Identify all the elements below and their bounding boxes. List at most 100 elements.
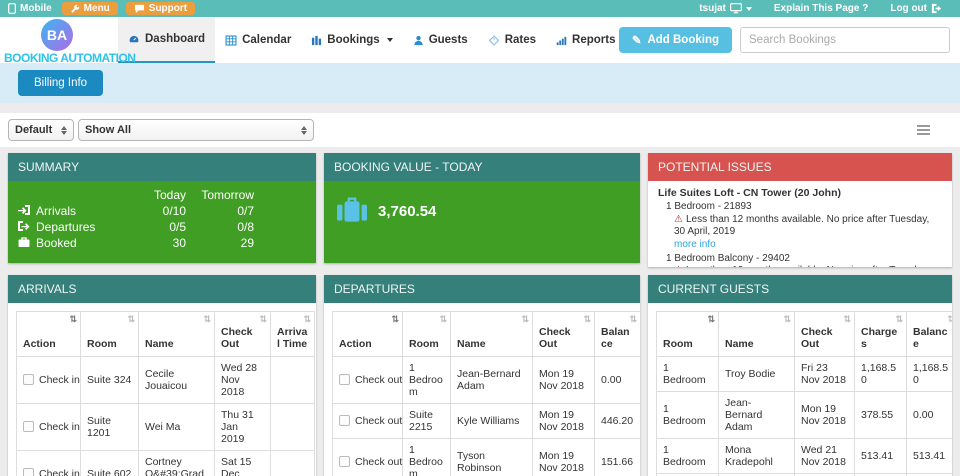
departures-title: DEPARTURES bbox=[324, 275, 640, 303]
col-check-out: Check Out ⇅ bbox=[794, 311, 855, 357]
select-arrows-icon bbox=[61, 125, 67, 135]
check-in-checkbox[interactable] bbox=[23, 468, 34, 476]
username: tsujat bbox=[699, 3, 726, 14]
table-row: Check out Suite 2215 Kyle Williams Mon 1… bbox=[332, 403, 640, 439]
rates-icon bbox=[488, 34, 499, 46]
arrivals-panel: ARRIVALS Action ⇅ Room ⇅ Name ⇅ Check Out ⇅ … bbox=[8, 275, 316, 476]
summary-row-departures: Departures 0/5 0/8 bbox=[18, 219, 254, 235]
sort-icon[interactable]: ⇅ bbox=[439, 314, 447, 324]
col-room: Room ⇅ bbox=[656, 311, 719, 357]
check-out-checkbox[interactable] bbox=[339, 415, 350, 426]
issue-warning-text: Less than 12 months available. No price … bbox=[674, 265, 929, 267]
current-guests-panel: CURRENT GUESTS Room ⇅ Name ⇅ Check Out ⇅ Ch… bbox=[648, 275, 952, 476]
guests-icon bbox=[413, 35, 423, 45]
phone-icon bbox=[8, 3, 16, 14]
summary-row-booked: Booked 30 29 bbox=[18, 235, 254, 251]
sign-in-icon bbox=[18, 205, 30, 215]
sort-icon[interactable]: ⇅ bbox=[843, 314, 851, 324]
col-check-out: Check Out ⇅ bbox=[214, 311, 271, 357]
sort-icon[interactable]: ⇅ bbox=[521, 314, 529, 324]
col-room: Room ⇅ bbox=[402, 311, 451, 357]
add-booking-button[interactable]: ✎ Add Booking bbox=[618, 27, 732, 53]
col-arrival-time: Arrival Time ⇅ bbox=[270, 311, 315, 357]
tab-bookings[interactable]: Bookings bbox=[301, 17, 402, 63]
search-bookings-input[interactable] bbox=[740, 27, 950, 53]
booking-value-title: BOOKING VALUE - TODAY bbox=[324, 153, 640, 181]
select-arrows-icon bbox=[301, 125, 307, 135]
issue-room: 1 Bedroom Balcony - 29402 bbox=[666, 252, 790, 264]
table-row: Check in Suite 602 Cortney O&#39;Grady S… bbox=[16, 450, 315, 476]
preset-select[interactable]: Default bbox=[8, 119, 74, 141]
logout-link[interactable]: Log out bbox=[890, 3, 942, 14]
issue-warning-text: Less than 12 months available. No price … bbox=[674, 214, 930, 237]
sort-icon[interactable]: ⇅ bbox=[127, 314, 135, 324]
summary-col-tomorrow: Tomorrow bbox=[201, 188, 254, 202]
col-balance: Balance ⇅ bbox=[906, 311, 952, 357]
app-header: BA BOOKING AUTOMATION Dashboard Calendar… bbox=[0, 17, 960, 65]
reports-icon bbox=[556, 36, 567, 45]
check-out-checkbox[interactable] bbox=[339, 374, 350, 385]
logout-icon bbox=[931, 3, 942, 14]
table-row: Check in Suite 324 Cecile Jouaicou Wed 2… bbox=[16, 356, 315, 404]
sort-icon[interactable]: ⇅ bbox=[259, 314, 267, 324]
more-info-link[interactable]: more info bbox=[674, 238, 716, 250]
potential-issues-title: POTENTIAL ISSUES bbox=[648, 153, 952, 181]
support-button[interactable]: Support bbox=[125, 2, 196, 15]
main-nav: Dashboard Calendar Bookings Guests Rates… bbox=[118, 17, 720, 63]
check-in-checkbox[interactable] bbox=[23, 374, 34, 385]
mobile-link[interactable]: Mobile bbox=[8, 3, 52, 14]
sort-icon[interactable]: ⇅ bbox=[629, 314, 637, 324]
tab-guests[interactable]: Guests bbox=[403, 17, 478, 63]
dashboard-icon bbox=[129, 35, 139, 42]
col-name: Name ⇅ bbox=[718, 311, 795, 357]
summary-title: SUMMARY bbox=[8, 153, 316, 181]
col-room: Room ⇅ bbox=[80, 311, 139, 357]
current-guests-title: CURRENT GUESTS bbox=[648, 275, 952, 303]
table-row: 1 Bedroom Geert Balfoort Tue 20 Nov 2018… bbox=[656, 473, 952, 476]
col-name: Name ⇅ bbox=[138, 311, 215, 357]
check-out-checkbox[interactable] bbox=[339, 456, 350, 467]
monitor-icon bbox=[729, 3, 742, 14]
sort-icon[interactable]: ⇅ bbox=[69, 314, 77, 324]
issue-item: 1 Bedroom - 21893 ⚠ Less than 12 months a… bbox=[658, 201, 942, 250]
sort-icon[interactable]: ⇅ bbox=[783, 314, 791, 324]
sort-icon[interactable]: ⇅ bbox=[707, 314, 715, 324]
table-row: 1 Bedroom Mona Kradepohl Wed 21 Nov 2018… bbox=[656, 438, 952, 474]
issue-property: Life Suites Loft - CN Tower (20 John) bbox=[658, 187, 841, 199]
sort-icon[interactable]: ⇅ bbox=[583, 314, 591, 324]
tab-rates[interactable]: Rates bbox=[478, 17, 546, 63]
col-charges: Charges ⇅ bbox=[854, 311, 907, 357]
logo-badge: BA bbox=[41, 19, 73, 51]
sign-out-icon bbox=[18, 221, 30, 231]
table-row: Check in Suite 1201 Wei Ma Thu 31 Jan 20… bbox=[16, 403, 315, 451]
sort-icon[interactable]: ⇅ bbox=[303, 314, 311, 324]
caret-down-icon bbox=[745, 6, 752, 11]
sort-icon[interactable]: ⇅ bbox=[895, 314, 903, 324]
sort-icon[interactable]: ⇅ bbox=[947, 314, 952, 324]
calendar-icon bbox=[225, 34, 237, 46]
hamburger-icon[interactable] bbox=[917, 123, 930, 137]
summary-table: Today Tomorrow Arrivals 0/10 0/7 Departu… bbox=[18, 187, 254, 251]
sort-icon[interactable]: ⇅ bbox=[203, 314, 211, 324]
tab-dashboard[interactable]: Dashboard bbox=[118, 17, 216, 63]
show-all-select[interactable]: Show All bbox=[78, 119, 314, 141]
logo[interactable]: BA BOOKING AUTOMATION bbox=[0, 17, 136, 65]
top-utility-bar: Mobile Menu Support tsujat Explain This … bbox=[0, 0, 960, 17]
departures-table: Action ⇅ Room ⇅ Name ⇅ Check Out ⇅ Balance ⇅ … bbox=[332, 311, 640, 476]
table-row: Check out 1 Bedroom Tyson Robinson Mon 1… bbox=[332, 438, 640, 476]
issue-room: 1 Bedroom - 21893 bbox=[666, 201, 752, 213]
bookings-icon bbox=[312, 35, 322, 45]
user-menu[interactable]: tsujat bbox=[699, 3, 752, 14]
caret-down-icon bbox=[386, 38, 393, 42]
menu-button[interactable]: Menu bbox=[61, 2, 118, 15]
current-guests-table: Room ⇅ Name ⇅ Check Out ⇅ Charges ⇅ Balance ⇅… bbox=[656, 311, 952, 476]
check-in-checkbox[interactable] bbox=[23, 421, 34, 432]
explain-page-link[interactable]: Explain This Page ? bbox=[773, 3, 869, 14]
sort-icon[interactable]: ⇅ bbox=[391, 314, 399, 324]
table-row: Check out 1 Bedroom Jean-Bernard Adam Mo… bbox=[332, 356, 640, 404]
briefcase-icon bbox=[18, 237, 30, 247]
tab-calendar[interactable]: Calendar bbox=[215, 17, 301, 63]
tab-reports[interactable]: Reports bbox=[546, 17, 638, 63]
col-balance: Balance ⇅ bbox=[594, 311, 640, 357]
billing-info-button[interactable]: Billing Info bbox=[18, 70, 104, 96]
